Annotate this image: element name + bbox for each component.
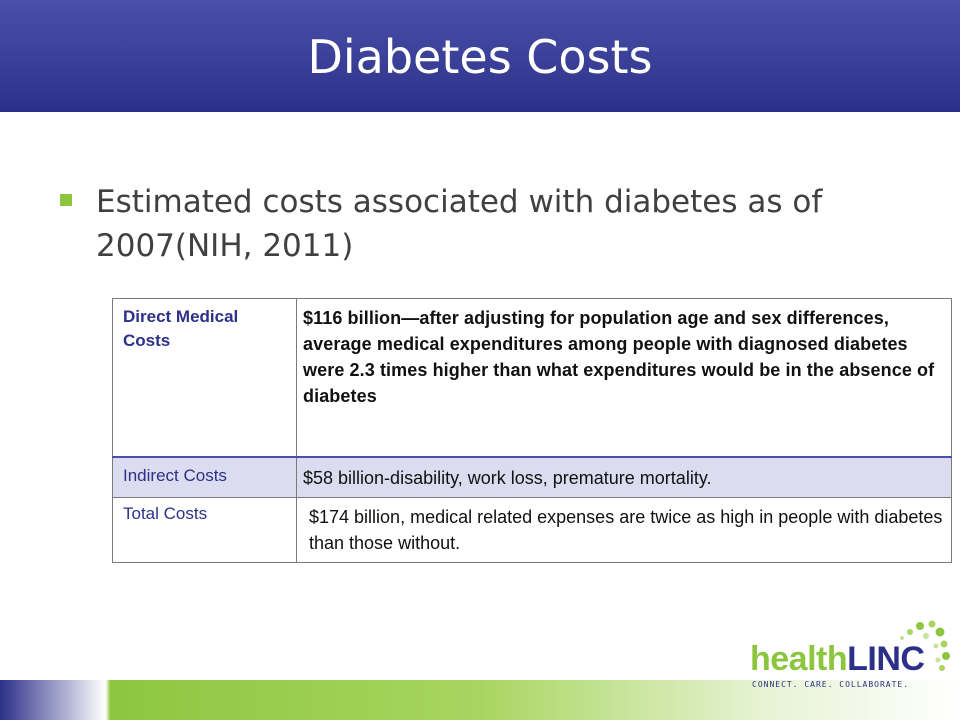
row-label: Indirect Costs (112, 456, 297, 498)
bullet-text: Estimated costs associated with diabetes… (96, 184, 823, 264)
row-value: $174 billion, medical related expenses a… (296, 496, 952, 563)
logo-linc-text: LINC (847, 640, 925, 678)
row-label: Direct Medical Costs (112, 298, 297, 458)
logo-dots-icon (900, 620, 950, 671)
row-value: $116 billion—after adjusting for populat… (296, 298, 952, 458)
row-value: $58 billion-disability, work loss, prema… (296, 456, 952, 498)
logo-health-text: health (750, 640, 848, 678)
table-row-direct: Direct Medical Costs $116 billion—after … (112, 298, 952, 458)
title-bar: Diabetes Costs (0, 0, 960, 112)
table-row-total: Total Costs $174 billion, medical relate… (112, 496, 952, 563)
logo-tagline: CONNECT. CARE. COLLABORATE. (752, 680, 910, 689)
footer-gradient-bar (0, 680, 960, 720)
slide-title: Diabetes Costs (307, 30, 653, 84)
row-label: Total Costs (112, 496, 297, 563)
logo-wordmark: healthLINC (750, 640, 925, 679)
cost-table: Direct Medical Costs $116 billion—after … (112, 298, 952, 563)
healthlinc-logo: healthLINC CONNECT. CARE. COLLABORATE. (750, 618, 950, 690)
bullet-square-icon (60, 194, 72, 206)
table-row-indirect: Indirect Costs $58 billion-disability, w… (112, 456, 952, 498)
